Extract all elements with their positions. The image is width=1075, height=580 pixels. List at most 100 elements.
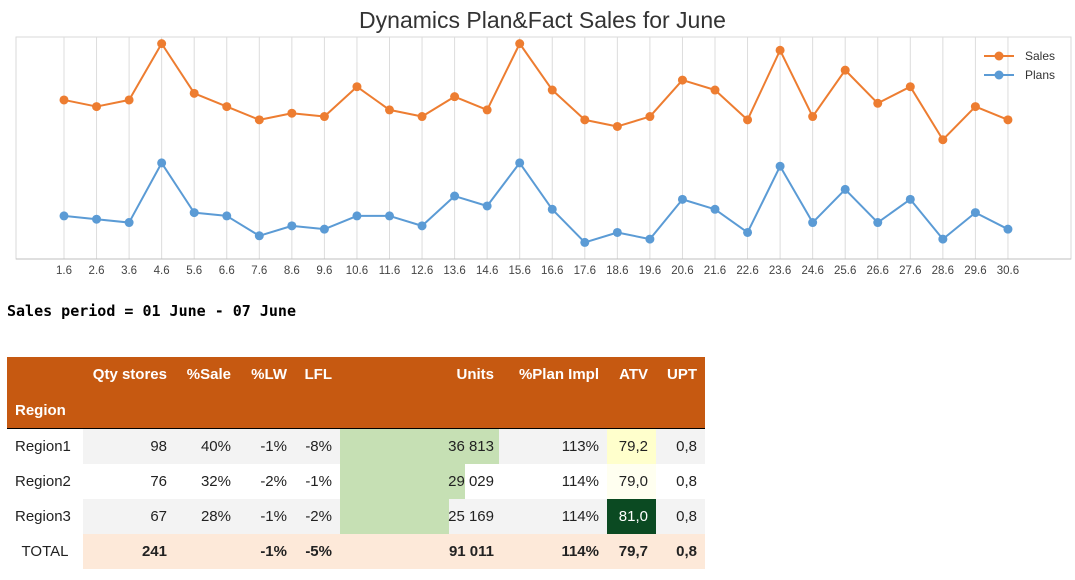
data-point-plans bbox=[645, 234, 655, 244]
data-point-sales bbox=[157, 39, 167, 49]
x-tick-label: 30.6 bbox=[997, 265, 1019, 277]
data-point-plans bbox=[417, 221, 427, 231]
sales-period-label: Sales period = 01 June - 07 June bbox=[7, 302, 296, 320]
header-blank bbox=[7, 357, 83, 392]
data-point-sales bbox=[938, 135, 948, 145]
x-tick-label: 22.6 bbox=[736, 265, 758, 277]
table-total-row: TOTAL 241 -1% -5% 91 011 114% 79,7 0,8 bbox=[7, 534, 705, 569]
legend-marker-sales bbox=[994, 51, 1004, 61]
x-tick-label: 11.6 bbox=[379, 265, 401, 277]
data-point-plans bbox=[1003, 224, 1013, 234]
data-point-sales bbox=[385, 105, 394, 115]
total-lw-pct: -1% bbox=[239, 534, 295, 569]
header-upt: UPT bbox=[656, 357, 705, 392]
units-value: 29 029 bbox=[448, 473, 494, 490]
plot-area bbox=[15, 36, 1072, 260]
x-tick-label: 4.6 bbox=[154, 265, 170, 277]
data-point-sales bbox=[775, 45, 785, 55]
sales-plan-chart: 1.6 2.6 3.6 4.6 5.6 6.6 7.6 8.6 9.6 10.6 11.6 12.6 1… bbox=[0, 0, 1075, 285]
legend-label-sales: Sales bbox=[1025, 49, 1055, 63]
upt-cell: 0,8 bbox=[656, 499, 705, 534]
data-point-plans bbox=[580, 237, 590, 247]
sale-pct-cell: 28% bbox=[175, 499, 239, 534]
data-point-plans bbox=[840, 184, 850, 194]
data-point-sales bbox=[92, 102, 102, 112]
x-tick-label: 26.6 bbox=[867, 265, 889, 277]
x-tick-label: 2.6 bbox=[89, 265, 105, 277]
x-tick-label: 1.6 bbox=[56, 265, 72, 277]
qty-stores-cell: 76 bbox=[83, 464, 175, 499]
data-point-sales bbox=[450, 92, 460, 102]
x-tick-label: 13.6 bbox=[443, 265, 465, 277]
data-point-sales bbox=[352, 82, 362, 92]
data-point-sales bbox=[319, 112, 329, 122]
header-plan-impl: %Plan Impl bbox=[502, 357, 607, 392]
plan-impl-cell: 113% bbox=[502, 428, 607, 464]
region-summary-table: Qty stores %Sale %LW LFL Units %Plan Imp… bbox=[7, 357, 705, 569]
data-point-sales bbox=[287, 108, 297, 118]
series-line-sales bbox=[63, 42, 1009, 141]
data-point-plans bbox=[254, 231, 264, 241]
legend-label-plans: Plans bbox=[1025, 68, 1055, 82]
header-qty-stores: Qty stores bbox=[83, 357, 175, 392]
lw-pct-cell: -1% bbox=[239, 499, 295, 534]
x-tick-label: 6.6 bbox=[219, 265, 235, 277]
units-databar bbox=[340, 464, 466, 499]
plan-impl-cell: 114% bbox=[502, 464, 607, 499]
x-tick-label: 25.6 bbox=[834, 265, 856, 277]
total-units: 91 011 bbox=[340, 534, 502, 569]
data-point-sales bbox=[873, 98, 883, 108]
data-point-sales bbox=[482, 105, 492, 115]
x-tick-label: 14.6 bbox=[476, 265, 498, 277]
x-tick-label: 21.6 bbox=[704, 265, 726, 277]
region-name: Region2 bbox=[7, 464, 83, 499]
x-tick-label: 28.6 bbox=[932, 265, 954, 277]
table-index-header-row: Region bbox=[7, 392, 705, 429]
data-point-plans bbox=[450, 191, 460, 201]
units-cell: 36 813 bbox=[340, 428, 502, 464]
data-point-sales bbox=[970, 102, 980, 112]
lfl-cell: -8% bbox=[295, 428, 340, 464]
data-point-plans bbox=[775, 161, 785, 171]
data-point-sales bbox=[189, 88, 199, 98]
x-tick-label: 10.6 bbox=[346, 265, 368, 277]
x-tick-label: 15.6 bbox=[509, 265, 531, 277]
region-name: Region3 bbox=[7, 499, 83, 534]
data-point-sales bbox=[710, 85, 720, 95]
atv-cell: 79,2 bbox=[607, 428, 656, 464]
data-point-sales bbox=[1003, 115, 1013, 125]
units-databar bbox=[340, 429, 499, 464]
header-lfl: LFL bbox=[295, 357, 340, 392]
data-point-plans bbox=[59, 211, 69, 221]
chart-title: Dynamics Plan&Fact Sales for June bbox=[359, 7, 726, 33]
header-region: Region bbox=[7, 392, 83, 429]
units-value: 25 169 bbox=[448, 508, 494, 525]
data-point-sales bbox=[612, 121, 622, 131]
data-point-plans bbox=[352, 211, 362, 221]
table-row: Region3 67 28% -1% -2% 25 169 114% 81,0 … bbox=[7, 499, 705, 534]
data-point-plans bbox=[189, 208, 199, 218]
x-tick-label: 9.6 bbox=[316, 265, 332, 277]
header-atv: ATV bbox=[607, 357, 656, 392]
data-point-sales bbox=[905, 82, 915, 92]
data-point-sales bbox=[254, 115, 264, 125]
x-tick-label: 29.6 bbox=[964, 265, 986, 277]
data-point-plans bbox=[905, 194, 915, 204]
table-header-row: Qty stores %Sale %LW LFL Units %Plan Imp… bbox=[7, 357, 705, 392]
data-point-plans bbox=[222, 211, 232, 221]
data-point-plans bbox=[547, 204, 557, 214]
table-row: Region1 98 40% -1% -8% 36 813 113% 79,2 … bbox=[7, 428, 705, 464]
data-point-plans bbox=[515, 158, 525, 168]
total-atv: 79,7 bbox=[607, 534, 656, 569]
sale-pct-cell: 40% bbox=[175, 428, 239, 464]
units-value: 36 813 bbox=[448, 438, 494, 455]
data-point-plans bbox=[385, 211, 394, 221]
data-point-plans bbox=[710, 204, 720, 214]
total-plan-impl: 114% bbox=[502, 534, 607, 569]
units-cell: 25 169 bbox=[340, 499, 502, 534]
chart-canvas: 1.6 2.6 3.6 4.6 5.6 6.6 7.6 8.6 9.6 10.6 11.6 12.6 1… bbox=[15, 36, 1072, 277]
total-qty-stores: 241 bbox=[83, 534, 175, 569]
data-point-sales bbox=[580, 115, 590, 125]
data-point-sales bbox=[515, 39, 525, 49]
total-sale-pct bbox=[175, 534, 239, 569]
